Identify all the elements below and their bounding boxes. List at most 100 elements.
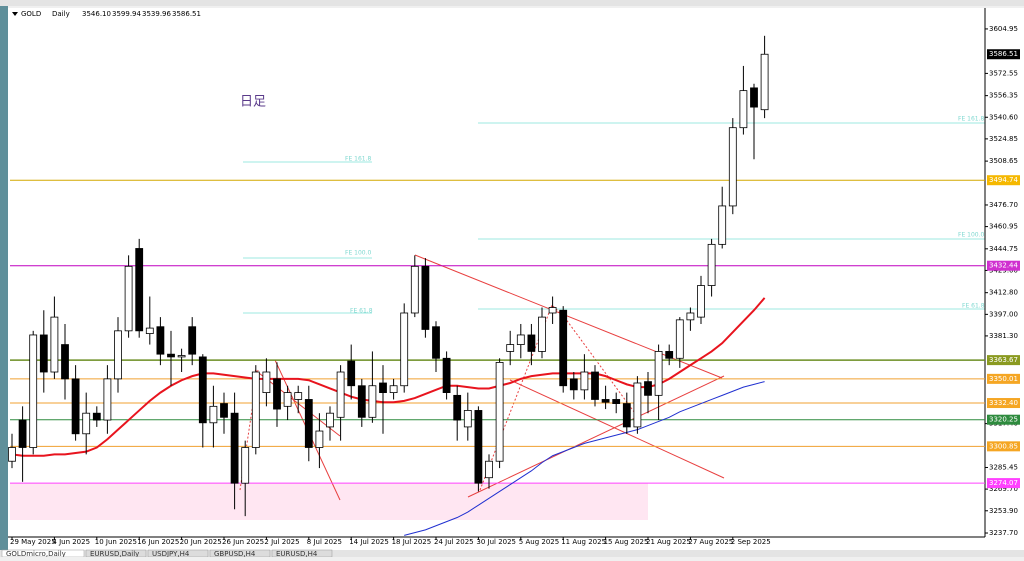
- tab-label[interactable]: EURUSD,H4: [276, 550, 318, 558]
- candle-body: [368, 385, 377, 418]
- fib-label: FE 161.8: [958, 116, 985, 123]
- candle-body: [495, 362, 504, 462]
- candle-body: [400, 312, 409, 387]
- y-tick-label: 3572.55: [989, 69, 1018, 77]
- candle-body: [559, 309, 568, 387]
- period: Daily: [52, 10, 70, 18]
- level-label-box: [987, 441, 1020, 452]
- candle-body: [315, 430, 324, 448]
- x-tick-label: 15 Aug 2025: [604, 538, 649, 546]
- tab-label[interactable]: GBPUSD,H4: [214, 550, 256, 558]
- candle-body: [379, 382, 387, 394]
- x-tick-label: 14 Jul 2025: [349, 538, 389, 546]
- candle-body: [474, 410, 483, 484]
- candle-body: [262, 371, 271, 394]
- candle-body: [145, 327, 154, 334]
- x-tick-label: 18 Jul 2025: [392, 538, 432, 546]
- chart-area: [8, 8, 1024, 550]
- candle-body: [61, 344, 69, 380]
- candle-body: [304, 399, 313, 448]
- candle-body: [410, 265, 419, 314]
- level-label: 3320.25: [989, 416, 1018, 424]
- candle-body: [8, 447, 16, 462]
- fib-label: FE 100.0: [958, 232, 985, 239]
- candle-body: [135, 248, 144, 332]
- candle-body: [92, 412, 101, 421]
- candle-body: [538, 316, 546, 352]
- level-label-box: [987, 373, 1020, 384]
- level-label: 3274.07: [989, 479, 1018, 487]
- candle-body: [569, 378, 578, 391]
- level-label-box: [987, 478, 1020, 489]
- candle-body: [156, 326, 165, 355]
- side-window: [0, 6, 8, 550]
- fib-label: FE 161.8: [345, 156, 372, 163]
- y-tick-label: 3381.30: [989, 332, 1018, 340]
- candle-body: [760, 53, 769, 111]
- candle-body: [188, 326, 197, 355]
- candle-body: [283, 392, 292, 407]
- candle-body: [336, 371, 345, 418]
- candle-body: [707, 243, 716, 286]
- fib-lines: [243, 122, 985, 314]
- candle-body: [527, 334, 536, 352]
- candle-body: [241, 447, 250, 484]
- candle-body: [601, 399, 610, 403]
- x-tick-label: 4 Jun 2025: [52, 538, 90, 546]
- candle-body: [665, 351, 674, 359]
- candle-body: [442, 357, 451, 394]
- candle-body: [421, 265, 430, 330]
- x-tick-label: 29 May 2025: [10, 538, 56, 546]
- y-tick-label: 3412.80: [989, 289, 1018, 297]
- y-tick-label: 3556.35: [989, 92, 1018, 100]
- moving-average: [404, 381, 765, 536]
- candle-body: [580, 371, 589, 391]
- candle-body: [612, 399, 621, 404]
- candle-body: [633, 382, 642, 428]
- candle-body: [675, 319, 684, 359]
- candle-body: [39, 334, 48, 373]
- x-tick-label: 27 Aug 2025: [688, 538, 733, 546]
- candle-body: [432, 326, 440, 359]
- tab-label[interactable]: GOLDmicro,Daily: [6, 550, 66, 558]
- candle-body: [718, 205, 727, 245]
- y-tick-label: 3524.85: [989, 135, 1018, 143]
- level-label-box: [987, 260, 1020, 271]
- level-label: 3300.85: [989, 442, 1018, 450]
- x-tick-label: 16 Jun 2025: [137, 538, 179, 546]
- x-tick-label: 2 Jul 2025: [264, 538, 299, 546]
- x-tick-label: 26 Jun 2025: [222, 538, 264, 546]
- y-tick-label: 3269.70: [989, 485, 1018, 493]
- ohlc-value: 3546.10: [82, 10, 111, 18]
- level-label-box: [987, 175, 1020, 186]
- candle-body: [485, 460, 493, 479]
- level-label-box: [987, 414, 1020, 425]
- candle-body: [177, 355, 186, 358]
- candle-body: [506, 344, 515, 352]
- candle-body: [357, 385, 366, 418]
- x-tick-label: 5 Aug 2025: [519, 538, 559, 546]
- menu-arrow: [12, 12, 18, 16]
- x-tick-label: 2 Sep 2025: [731, 538, 771, 546]
- level-label: 3350.01: [989, 375, 1018, 383]
- candle-body: [739, 90, 748, 129]
- level-label: 3363.67: [989, 356, 1018, 364]
- tab-label[interactable]: USDJPY,H4: [152, 550, 190, 558]
- tab-label[interactable]: EURUSD,Daily: [90, 550, 139, 558]
- candle-body: [750, 87, 758, 108]
- fib-label: FE 100.0: [345, 250, 372, 257]
- candle-body: [71, 378, 80, 435]
- x-tick-label: 8 Jul 2025: [307, 538, 342, 546]
- candle-body: [82, 412, 91, 435]
- y-tick-label: 3237.70: [989, 529, 1018, 537]
- y-tick-label: 3460.95: [989, 223, 1018, 231]
- x-tick-label: 10 Jun 2025: [95, 538, 137, 546]
- fib-label: FE 61.8: [350, 308, 373, 315]
- candle-body: [622, 403, 631, 428]
- candle-body: [644, 381, 652, 396]
- x-tick-label: 30 Jul 2025: [476, 538, 516, 546]
- candle-body: [230, 412, 239, 484]
- candle-body: [686, 312, 695, 321]
- y-tick-label: 3540.60: [989, 113, 1018, 121]
